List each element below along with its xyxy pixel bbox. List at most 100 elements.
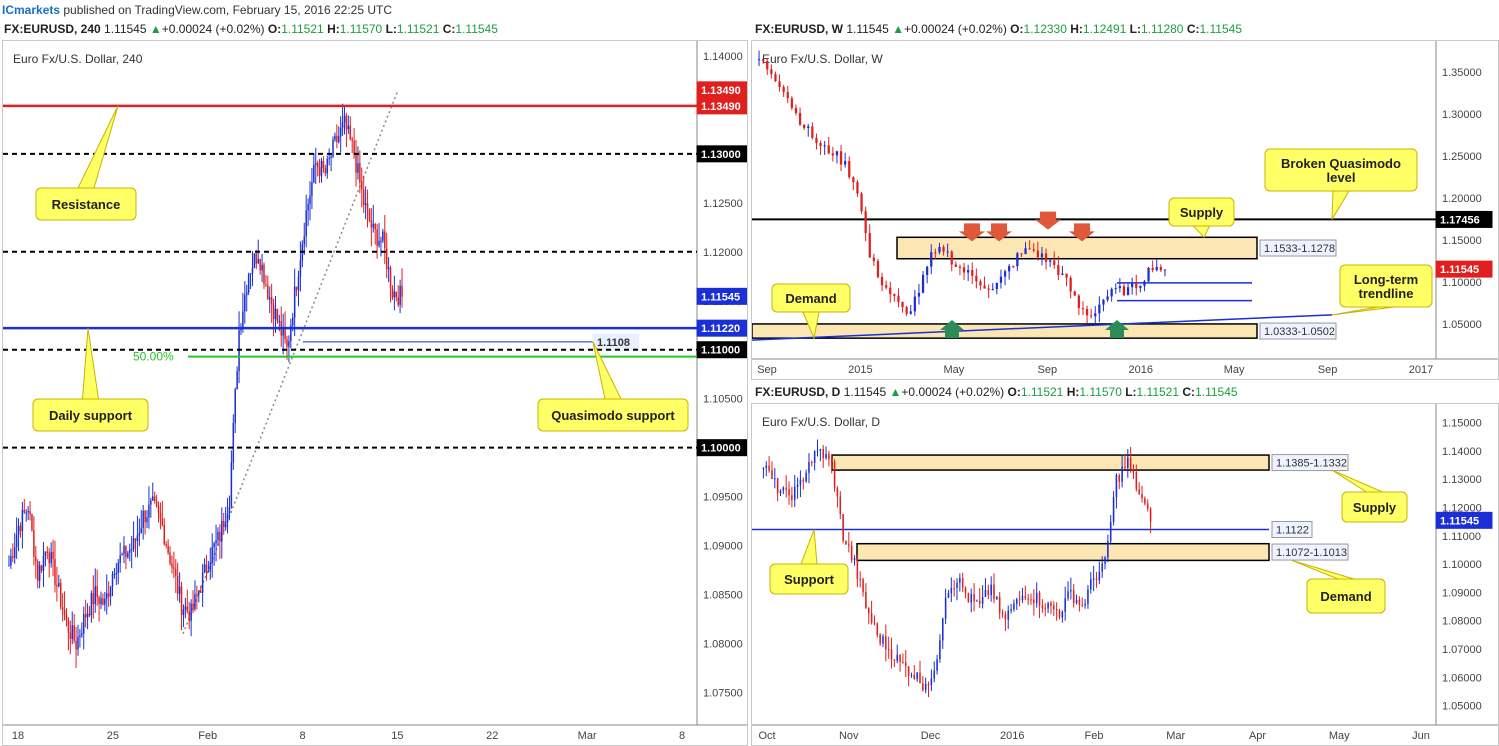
- h4-price-tag: [696, 319, 747, 337]
- weekly-candle: [770, 69, 773, 75]
- weekly-candle: [958, 266, 962, 268]
- daily-candle: [768, 465, 770, 471]
- daily-y-tick: 1.05000: [1442, 701, 1482, 713]
- h4-price-tag: [696, 439, 747, 457]
- daily-candle: [899, 655, 901, 662]
- h4-candle: [38, 565, 41, 581]
- daily-candle: [1021, 595, 1024, 600]
- h4-price-tag-label: 1.13490: [701, 85, 741, 97]
- daily-callout-pointer: [1291, 559, 1355, 580]
- daily-candle: [828, 454, 830, 460]
- h4-candle: [222, 520, 225, 528]
- daily-candle: [1004, 614, 1007, 620]
- weekly-chart-panel[interactable]: 1.35000 1.30000 1.25000 1.20000 1.15000 1.100…: [751, 40, 1499, 380]
- h4-callout-label: Resistance: [52, 197, 121, 212]
- weekly-title: Euro Fx/U.S. Dollar, W: [762, 52, 883, 66]
- weekly-candle: [909, 311, 912, 314]
- weekly-candle: [1003, 271, 1007, 277]
- daily-callout: [769, 563, 849, 595]
- weekly-candle: [835, 151, 839, 156]
- weekly-candle: [921, 274, 925, 293]
- h4-candle: [33, 530, 35, 557]
- h4-candle: [384, 231, 386, 249]
- daily-candle: [1038, 592, 1041, 606]
- daily-chart-panel[interactable]: 1.15000 1.14000 1.13000 1.12000 1.11000 1.100…: [751, 403, 1499, 746]
- h4-callout-label: Daily support: [49, 408, 133, 423]
- daily-candle: [907, 666, 910, 676]
- weekly-candle: [967, 270, 970, 273]
- daily-candle: [904, 662, 907, 667]
- h4-candle: [102, 598, 104, 605]
- daily-x-tick: Nov: [839, 730, 859, 742]
- h4-candle: [265, 284, 267, 286]
- h4-chart[interactable]: 1.140001.135001.130001.125001.120001.115…: [3, 41, 747, 745]
- h4-candle: [361, 182, 363, 190]
- h4-candle: [130, 548, 133, 550]
- daily-header: FX:EURUSD, D 1.11545 ▲+0.00024 (+0.02%) …: [755, 385, 1238, 399]
- h4-candle: [129, 549, 131, 553]
- weekly-candle: [1024, 248, 1027, 255]
- daily-candle: [853, 558, 856, 561]
- weekly-candle: [807, 126, 810, 128]
- daily-chart[interactable]: 1.15000 1.14000 1.13000 1.12000 1.11000 1.100…: [752, 404, 1498, 745]
- h4-candle: [23, 510, 26, 513]
- daily-candle: [785, 487, 787, 490]
- daily-candle: [856, 558, 859, 579]
- weekly-candle: [946, 251, 949, 253]
- daily-y-tick: 1.07000: [1442, 644, 1482, 656]
- h4-candle: [35, 556, 37, 562]
- h4-y-tick: 1.10500: [703, 394, 743, 406]
- h4-callout: [537, 398, 689, 432]
- weekly-callout-pointer: [1192, 225, 1211, 239]
- daily-candle: [811, 461, 813, 463]
- weekly-callout: [771, 283, 851, 313]
- h4-candle: [132, 538, 135, 549]
- h4-candle: [297, 276, 300, 291]
- weekly-callout: [1168, 197, 1235, 227]
- daily-low: 1.11521: [1136, 385, 1180, 399]
- daily-candle: [1047, 602, 1049, 609]
- daily-candle: [1107, 541, 1109, 558]
- h4-candle: [100, 598, 102, 605]
- weekly-candle: [893, 294, 896, 296]
- h4-y-tick: 1.14000: [703, 51, 743, 63]
- weekly-candle: [839, 151, 843, 165]
- h4-candle: [65, 615, 68, 621]
- h4-candle: [366, 203, 369, 209]
- weekly-candle: [1131, 282, 1134, 288]
- h4-price-tag: [696, 97, 747, 115]
- weekly-candle: [1040, 253, 1044, 258]
- h4-candle: [123, 545, 125, 555]
- h4-change: +0.00024 (+0.02%): [161, 22, 265, 36]
- daily-candle: [1050, 602, 1052, 606]
- weekly-callout-pointer: [1331, 306, 1395, 316]
- weekly-callout-label: Demand: [785, 291, 836, 306]
- h4-fib-label: 50.00%: [133, 350, 174, 364]
- h4-candle: [315, 163, 317, 165]
- publish-text: published on TradingView.com, February 1…: [60, 3, 393, 17]
- daily-candle: [947, 593, 950, 598]
- h4-candle: [374, 223, 376, 230]
- daily-candle: [936, 659, 938, 671]
- weekly-candle: [1090, 315, 1093, 317]
- h4-x-tick: 15: [391, 730, 403, 742]
- daily-candle: [978, 600, 981, 604]
- h4-candle: [88, 613, 91, 616]
- h4-chart-panel[interactable]: 1.140001.135001.130001.125001.120001.115…: [2, 40, 748, 746]
- h4-candle: [144, 510, 146, 523]
- weekly-x-tick: Sep: [1037, 364, 1057, 376]
- weekly-candle: [1073, 291, 1076, 296]
- h4-candle: [378, 240, 380, 246]
- daily-level-tag: [1271, 521, 1313, 539]
- daily-callout-label: Demand: [1320, 589, 1371, 604]
- weekly-candle: [926, 266, 929, 275]
- daily-candle: [927, 683, 930, 686]
- h4-candle: [311, 182, 313, 196]
- brand-link[interactable]: ICmarkets: [2, 3, 61, 17]
- h4-candle: [104, 598, 106, 605]
- weekly-chart[interactable]: 1.35000 1.30000 1.25000 1.20000 1.15000 1.100…: [752, 41, 1498, 379]
- h4-candle: [79, 635, 81, 637]
- h4-candle: [305, 210, 307, 237]
- daily-candle: [1015, 599, 1018, 604]
- h4-close: 1.11545: [455, 22, 498, 36]
